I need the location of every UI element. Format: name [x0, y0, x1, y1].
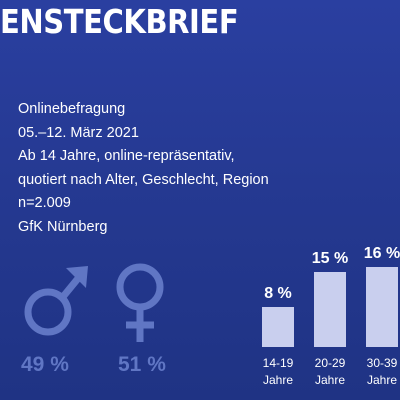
- study-info: Onlinebefragung 05.–12. März 2021 Ab 14 …: [18, 98, 269, 239]
- info-line-sample: n=2.009: [18, 195, 71, 211]
- info-line-age: Ab 14 Jahre, online-repräsentativ,: [18, 148, 235, 164]
- info-line-date: 05.–12. März 2021: [18, 124, 139, 141]
- female-percent: 51 %: [118, 353, 166, 376]
- male-symbol-icon: [24, 266, 88, 336]
- female-symbol-icon: [116, 263, 164, 342]
- info-line-method: Onlinebefragung: [18, 101, 126, 117]
- info-line-institute: GfK Nürnberg: [18, 218, 108, 235]
- bar-3: [366, 267, 398, 347]
- bar-value-label-3: 16 %: [364, 245, 400, 262]
- male-percent: 49 %: [21, 353, 69, 376]
- bar-1: [262, 307, 294, 347]
- category-label-1: 14-19 Jahre: [263, 356, 294, 387]
- bar-2: [314, 272, 346, 347]
- bar-value-label-1: 8 %: [264, 285, 292, 302]
- category-label-2: 20-29 Jahre: [315, 356, 346, 387]
- page-title: ENSTECKBRIEF: [0, 2, 239, 41]
- bar-value-label-2: 15 %: [312, 250, 348, 267]
- category-label-3: 30-39 Jahre: [367, 356, 398, 387]
- info-line-quota: quotiert nach Alter, Geschlecht, Region: [18, 171, 269, 188]
